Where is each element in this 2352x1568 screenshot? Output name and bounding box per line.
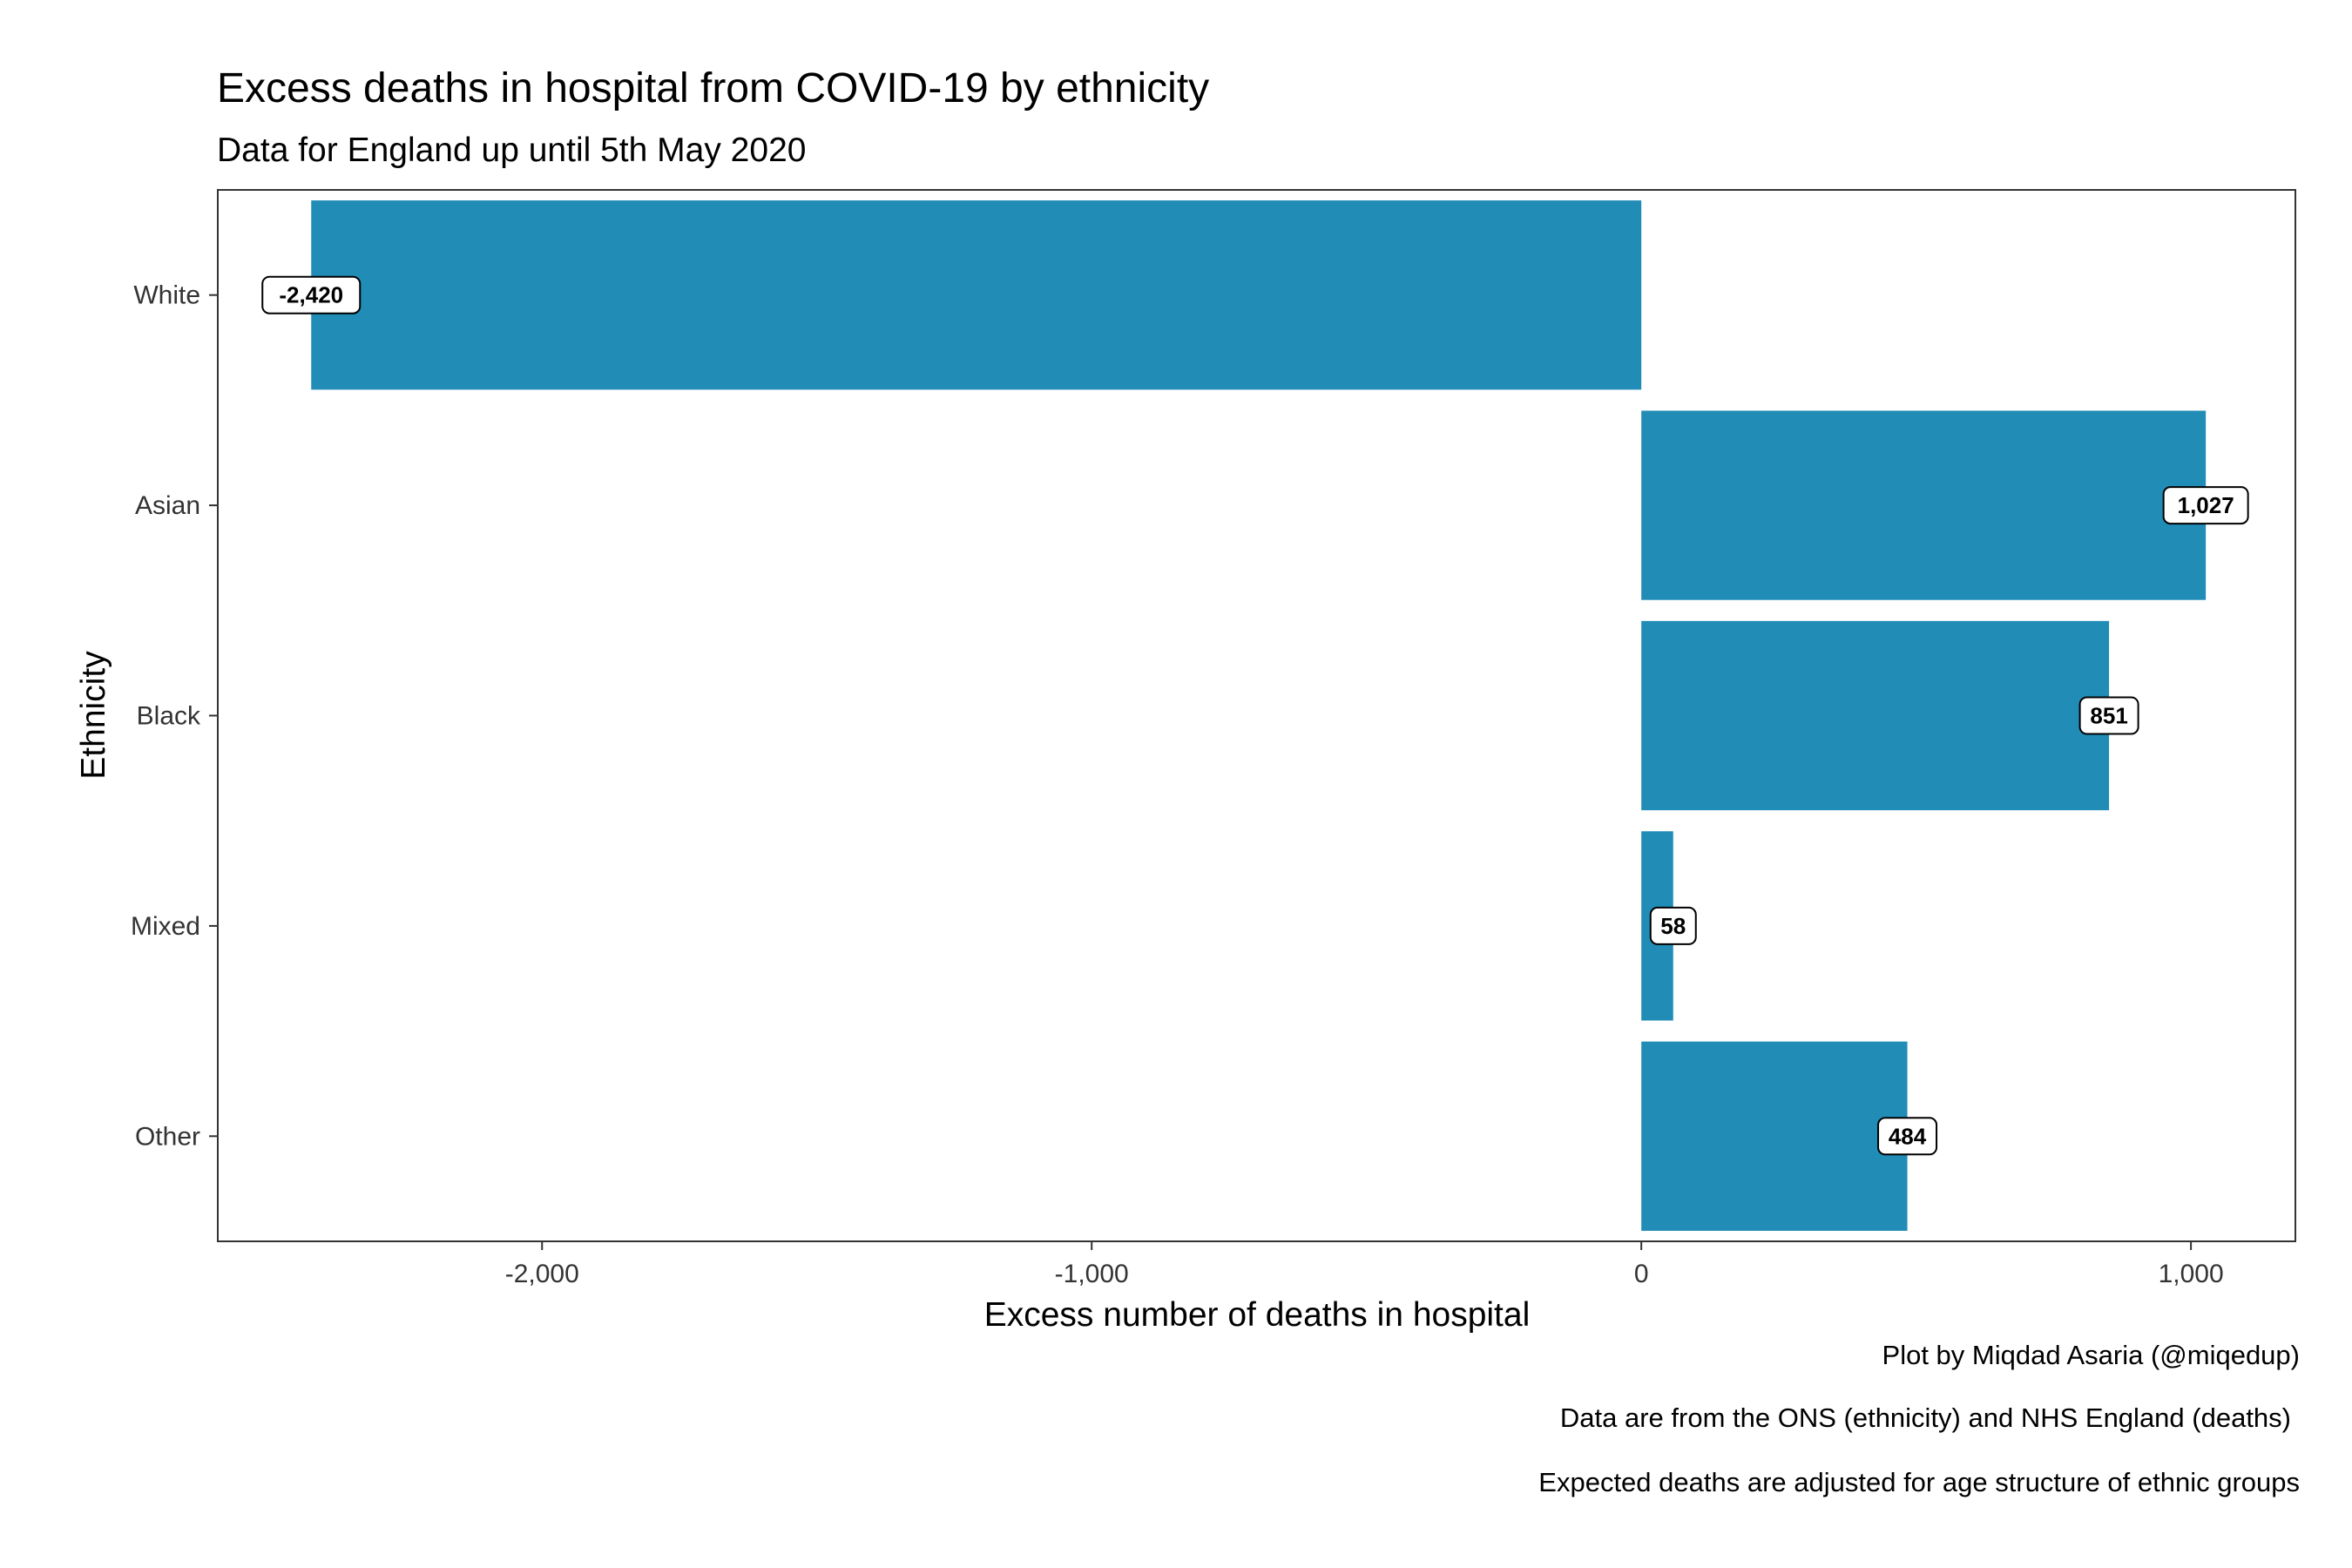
caption-source: Data are from the ONS (ethnicity) and NH…	[1559, 1402, 2291, 1433]
bars-group	[311, 200, 2207, 1231]
data-label-black: 851	[2090, 703, 2127, 729]
data-label-box-mixed	[1649, 906, 1697, 945]
data-label-box-black	[2078, 696, 2139, 735]
x-tick-label: 0	[1634, 1260, 1649, 1288]
caption-author: Plot by Miqdad Asaria (@miqedup)	[1882, 1340, 2300, 1370]
y-tick-label-other: Other	[135, 1122, 200, 1151]
data-label-box-asian	[2162, 486, 2249, 525]
x-tick-label: -1,000	[1055, 1260, 1129, 1288]
data-labels-group: -2,420 1,027 851 58 484	[261, 275, 2249, 1156]
y-tick-label-asian: Asian	[135, 491, 200, 520]
y-axis: White Asian Black Mixed Other	[131, 281, 218, 1151]
y-tick-label-white: White	[133, 281, 200, 310]
bar-white	[311, 200, 1642, 390]
chart-title: Excess deaths in hospital from COVID-19 …	[217, 65, 1210, 112]
data-label-box-white	[261, 275, 362, 314]
data-label-mixed: 58	[1660, 913, 1686, 939]
y-tick-label-mixed: Mixed	[131, 912, 200, 941]
x-axis: -2,000 -1,000 0 1,000	[505, 1241, 2224, 1288]
data-label-box-other	[1877, 1117, 1938, 1156]
bar-black	[1641, 620, 2110, 811]
x-axis-title: Excess number of deaths in hospital	[984, 1296, 1531, 1334]
bar-other	[1641, 1041, 1908, 1231]
chart-subtitle: Data for England up until 5th May 2020	[217, 132, 807, 169]
x-tick-label: 1,000	[2159, 1260, 2224, 1288]
data-label-asian: 1,027	[2178, 492, 2234, 518]
x-tick-label: -2,000	[505, 1260, 579, 1288]
data-label-white: -2,420	[279, 282, 343, 308]
y-axis-title: Ethnicity	[75, 651, 112, 780]
data-label-other: 484	[1889, 1123, 1927, 1149]
caption-note: Expected deaths are adjusted for age str…	[1538, 1467, 2300, 1497]
y-tick-label-black: Black	[137, 702, 201, 731]
bar-asian	[1641, 410, 2207, 600]
